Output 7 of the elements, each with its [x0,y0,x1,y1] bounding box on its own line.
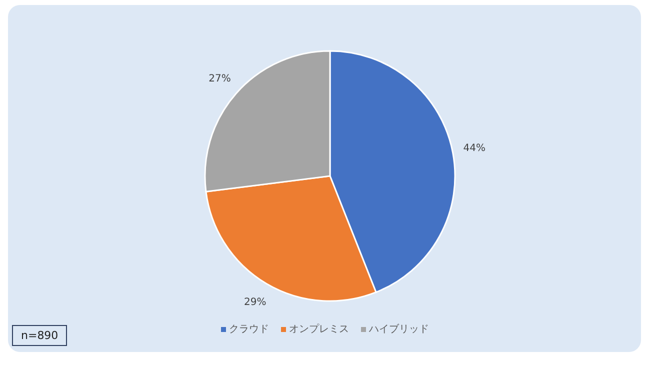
legend-label: クラウド [229,323,269,336]
legend-label: ハイブリッド [369,322,429,336]
text: n=890 [12,325,68,346]
legend-label: オンプレミス [289,322,349,336]
data-label: 27% [208,73,231,84]
data-label: 44% [463,142,486,154]
data-label: 29% [244,297,266,308]
